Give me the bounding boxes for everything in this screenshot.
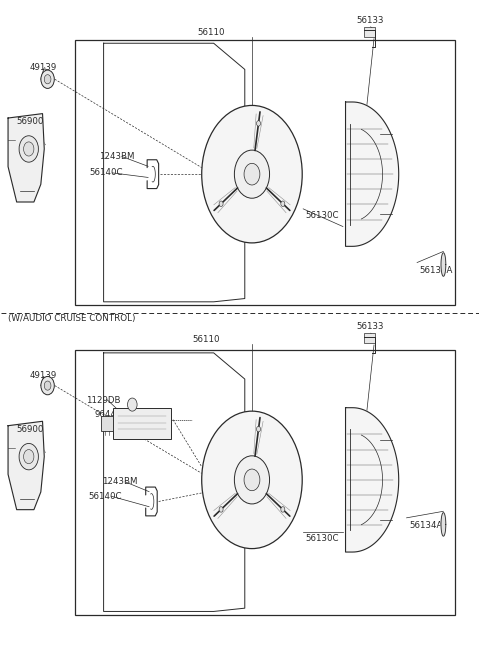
Circle shape bbox=[234, 150, 270, 198]
Circle shape bbox=[256, 121, 261, 126]
Circle shape bbox=[281, 201, 285, 207]
Circle shape bbox=[219, 201, 223, 207]
Text: 56130C: 56130C bbox=[306, 211, 339, 220]
Text: (W/AUDIO CRUISE CONTROL): (W/AUDIO CRUISE CONTROL) bbox=[8, 314, 135, 323]
Bar bbox=[75, 40, 456, 305]
Text: 56130C: 56130C bbox=[306, 534, 339, 543]
Polygon shape bbox=[346, 102, 399, 247]
Polygon shape bbox=[8, 113, 44, 202]
Circle shape bbox=[244, 163, 260, 185]
Bar bbox=[101, 417, 113, 431]
Text: 56133: 56133 bbox=[357, 322, 384, 331]
Bar bbox=[364, 27, 375, 37]
Circle shape bbox=[244, 469, 260, 491]
Polygon shape bbox=[346, 407, 399, 552]
Text: 96440C: 96440C bbox=[95, 410, 128, 419]
Polygon shape bbox=[441, 253, 446, 276]
Text: 56900: 56900 bbox=[16, 425, 44, 434]
Circle shape bbox=[219, 506, 223, 512]
Text: 56133: 56133 bbox=[357, 16, 384, 25]
Circle shape bbox=[44, 75, 51, 84]
Circle shape bbox=[41, 70, 54, 89]
Circle shape bbox=[19, 443, 38, 470]
Circle shape bbox=[41, 377, 54, 395]
Circle shape bbox=[19, 136, 38, 162]
Circle shape bbox=[256, 426, 261, 432]
Text: 56134A: 56134A bbox=[409, 522, 443, 530]
Text: 49139: 49139 bbox=[29, 371, 57, 380]
Bar bbox=[113, 408, 170, 440]
Text: 49139: 49139 bbox=[29, 63, 57, 72]
Circle shape bbox=[234, 456, 270, 504]
Text: 1129DB: 1129DB bbox=[86, 396, 120, 405]
Text: 56110: 56110 bbox=[198, 28, 225, 37]
Bar bbox=[364, 333, 375, 343]
Circle shape bbox=[202, 106, 302, 243]
Circle shape bbox=[24, 142, 34, 156]
Circle shape bbox=[24, 449, 34, 464]
Text: 1243BM: 1243BM bbox=[102, 478, 138, 486]
Circle shape bbox=[44, 381, 51, 390]
Text: 56900: 56900 bbox=[16, 117, 44, 127]
Text: 56140C: 56140C bbox=[89, 169, 123, 177]
Text: 56140C: 56140C bbox=[88, 492, 122, 501]
Polygon shape bbox=[8, 421, 44, 510]
Circle shape bbox=[202, 411, 302, 548]
Text: 56134A: 56134A bbox=[420, 266, 453, 275]
Bar bbox=[75, 350, 456, 615]
Text: 1243BM: 1243BM bbox=[99, 152, 134, 161]
Circle shape bbox=[281, 506, 285, 512]
Circle shape bbox=[128, 398, 137, 411]
Polygon shape bbox=[441, 512, 446, 536]
Text: 56110: 56110 bbox=[193, 335, 220, 344]
